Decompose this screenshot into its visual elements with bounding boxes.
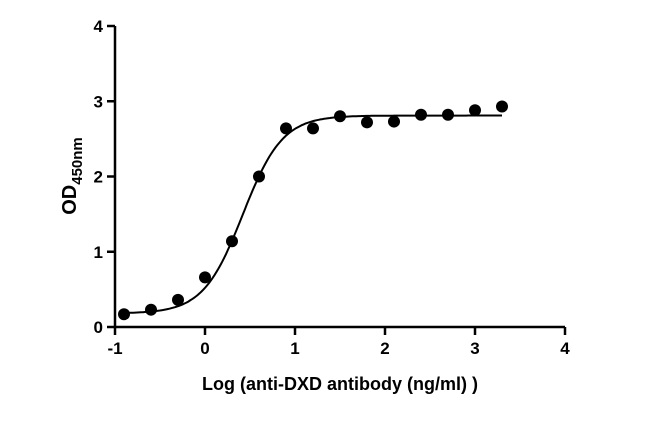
y-tick-label: 2 — [94, 168, 103, 187]
data-point — [199, 271, 211, 284]
fit-curve — [123, 114, 502, 314]
y-tick-label: 1 — [94, 243, 103, 262]
x-tick-label: 2 — [380, 339, 389, 358]
data-points — [118, 100, 508, 321]
x-axis-label: Log (anti-DXD antibody (ng/ml) ) — [202, 374, 478, 394]
data-point — [388, 115, 400, 128]
data-point — [118, 308, 130, 321]
data-point — [280, 122, 292, 135]
data-point — [226, 235, 238, 248]
x-tick-label: 3 — [470, 339, 479, 358]
x-tick-label: 4 — [560, 339, 570, 358]
x-tick-label: 1 — [290, 339, 299, 358]
data-point — [307, 122, 319, 135]
data-point — [172, 293, 184, 306]
data-point — [361, 116, 373, 129]
y-tick-label: 4 — [94, 17, 104, 36]
y-tick-label: 0 — [94, 318, 103, 337]
x-tick-label: -1 — [107, 339, 122, 358]
y-tick-label: 3 — [94, 92, 103, 111]
data-point — [145, 303, 157, 316]
data-point — [496, 100, 508, 113]
data-point — [415, 108, 427, 121]
data-point — [334, 110, 346, 123]
data-point — [469, 104, 481, 117]
data-point — [253, 170, 265, 183]
data-point — [442, 108, 454, 121]
y-axis-label: OD450nm — [59, 137, 86, 215]
x-tick-label: 0 — [200, 339, 209, 358]
